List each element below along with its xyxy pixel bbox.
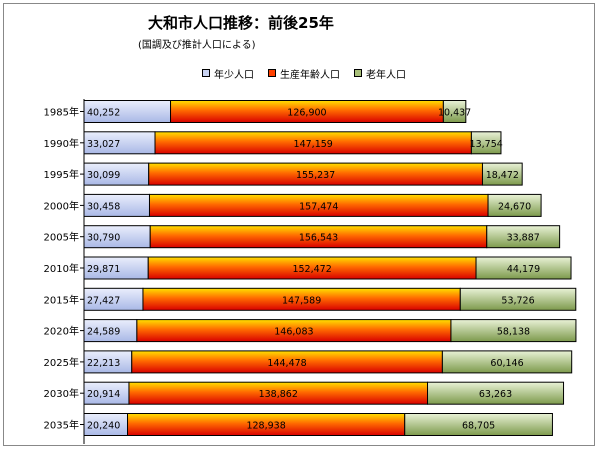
legend-swatch-elderly (354, 69, 362, 77)
data-label-elderly: 13,754 (470, 139, 503, 150)
data-label-working: 146,083 (274, 327, 313, 338)
data-label-elderly: 58,138 (497, 327, 530, 338)
data-label-young: 20,240 (87, 421, 120, 432)
category-label: 2035年 (44, 419, 79, 432)
category-label: 2030年 (44, 387, 79, 400)
data-label-working: 144,478 (267, 358, 306, 369)
legend-swatch-young (202, 69, 210, 77)
data-label-working: 157,474 (299, 201, 338, 212)
data-label-young: 30,790 (87, 233, 120, 244)
bar-elderly (475, 256, 572, 280)
bar-elderly (450, 319, 577, 343)
data-label-young: 30,099 (87, 170, 120, 181)
chart-subtitle: (国調及び推計人口による) (138, 40, 256, 51)
data-label-young: 30,458 (87, 201, 120, 212)
data-label-young: 24,589 (87, 327, 120, 338)
bar-elderly (470, 131, 502, 155)
data-label-working: 147,159 (294, 139, 333, 150)
category-label: 2005年 (44, 231, 79, 244)
legend-label-elderly: 老年人口 (366, 69, 406, 81)
data-label-elderly: 33,887 (507, 233, 540, 244)
data-label-working: 156,543 (299, 233, 338, 244)
data-label-elderly: 53,726 (501, 295, 534, 306)
data-label-young: 29,871 (87, 264, 120, 275)
bar-elderly (441, 350, 573, 374)
legend-item-young: 年少人口 (202, 66, 254, 81)
data-label-elderly: 10,437 (438, 108, 471, 119)
legend: 年少人口 生産年齢人口 老年人口 (202, 66, 406, 81)
bar-elderly (486, 225, 561, 249)
legend-label-working: 生産年齢人口 (280, 69, 340, 81)
data-label-working: 155,237 (296, 170, 335, 181)
category-label: 2020年 (44, 325, 79, 338)
data-label-working: 147,589 (282, 295, 321, 306)
category-label: 2015年 (44, 293, 79, 306)
data-label-young: 40,252 (87, 108, 120, 119)
bar-elderly (442, 100, 467, 123)
data-label-working: 152,472 (292, 264, 331, 275)
data-label-working: 128,938 (246, 421, 285, 432)
legend-item-elderly: 老年人口 (354, 66, 406, 81)
category-label: 2010年 (44, 262, 79, 275)
bar-elderly (459, 287, 577, 311)
chart-title: 大和市人口推移：前後25年 (148, 14, 334, 32)
data-label-elderly: 18,472 (486, 170, 519, 181)
bar-elderly (481, 162, 523, 186)
data-label-elderly: 63,263 (479, 389, 512, 400)
data-label-elderly: 68,705 (462, 421, 495, 432)
bar-elderly (427, 381, 565, 405)
category-label: 1985年 (44, 106, 79, 119)
legend-swatch-working (268, 69, 276, 77)
data-label-young: 22,213 (87, 358, 120, 369)
category-label: 1990年 (44, 137, 79, 150)
bar-elderly (404, 413, 553, 436)
data-label-elderly: 24,670 (498, 201, 531, 212)
category-label: 1995年 (44, 168, 79, 181)
legend-label-young: 年少人口 (214, 69, 254, 81)
data-label-elderly: 60,146 (490, 358, 523, 369)
data-label-young: 33,027 (87, 139, 120, 150)
bar-elderly (487, 193, 542, 217)
category-label: 2025年 (44, 356, 79, 369)
legend-item-working: 生産年齢人口 (268, 66, 340, 81)
data-label-working: 138,862 (259, 389, 298, 400)
data-label-young: 27,427 (87, 295, 120, 306)
data-label-young: 20,914 (87, 389, 120, 400)
category-label: 2000年 (44, 199, 79, 212)
data-label-working: 126,900 (287, 108, 326, 119)
data-label-elderly: 44,179 (507, 264, 540, 275)
